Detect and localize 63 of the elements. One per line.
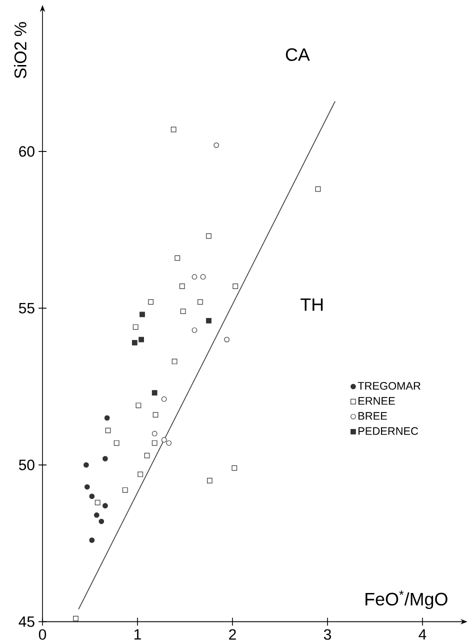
point — [98, 518, 104, 524]
x-tick-label: 1 — [134, 629, 141, 640]
y-tick-label: 45 — [18, 616, 34, 627]
point — [214, 142, 220, 148]
x-tick-label: 4 — [418, 629, 426, 640]
point — [148, 299, 154, 305]
point — [179, 284, 185, 289]
annotation: TH — [300, 298, 323, 311]
point — [152, 430, 158, 436]
point — [198, 299, 203, 305]
point — [104, 415, 110, 421]
point — [94, 500, 100, 506]
point — [138, 472, 144, 478]
point — [172, 358, 178, 364]
point — [152, 390, 158, 396]
point — [122, 487, 128, 493]
point — [105, 428, 111, 434]
point — [132, 340, 138, 346]
point — [152, 440, 158, 446]
legend-label: PEDERNEC — [358, 427, 418, 435]
point — [94, 512, 100, 518]
point — [102, 503, 108, 508]
point — [102, 456, 108, 462]
y-tick-label: 60 — [19, 146, 34, 157]
point — [152, 412, 158, 418]
point — [136, 402, 142, 408]
legend-label: ERNEE — [358, 397, 395, 405]
point — [192, 327, 198, 333]
point — [144, 452, 150, 458]
point — [232, 284, 238, 289]
point — [207, 478, 212, 484]
legend-label: BREE — [358, 412, 387, 420]
x-tick-label: 0 — [38, 629, 46, 640]
point — [174, 255, 180, 261]
point — [206, 233, 212, 239]
point — [73, 616, 78, 622]
point — [132, 324, 138, 330]
y-tick-label: 50 — [18, 460, 34, 470]
point — [170, 126, 176, 132]
point — [114, 440, 120, 446]
x-axis-title: FeO$^{*}$/MgO — [366, 590, 448, 610]
point — [89, 537, 95, 543]
point — [200, 274, 206, 280]
point — [84, 462, 89, 468]
y-axis-title: SiO2 % — [14, 22, 26, 78]
point — [89, 494, 95, 499]
point — [315, 186, 321, 192]
y-tick-label: 55 — [18, 302, 34, 314]
point — [224, 336, 230, 342]
point — [180, 308, 186, 314]
point — [166, 440, 172, 446]
x-tick-label: 2 — [229, 629, 236, 640]
point — [206, 318, 212, 324]
annotation: CA — [286, 48, 310, 61]
point — [84, 484, 90, 490]
point — [140, 312, 145, 318]
point — [161, 437, 167, 443]
legend-label: TREGOMAR — [358, 382, 420, 390]
point — [161, 396, 167, 402]
point — [232, 465, 238, 471]
point — [192, 274, 198, 280]
point — [138, 336, 144, 342]
x-tick-label: 3 — [324, 629, 331, 640]
